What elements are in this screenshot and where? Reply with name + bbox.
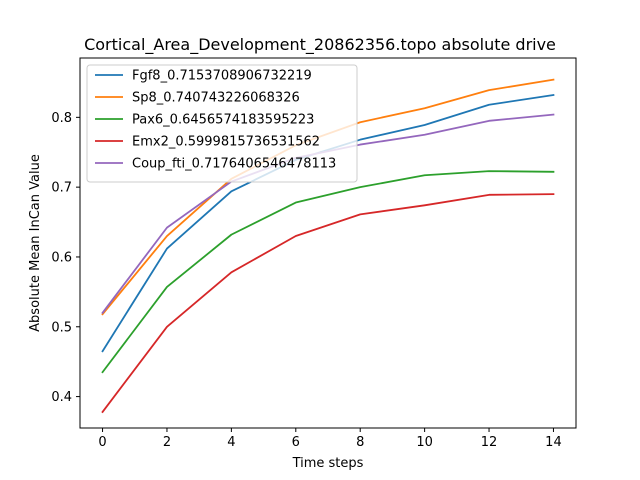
series-line-2 [101,170,555,374]
legend-label-2: Pax6_0.6456574183595223 [132,113,314,128]
x-tick-label: 8 [356,435,364,450]
x-tick-label: 14 [545,435,562,450]
y-tick-label: 0.7 [51,181,72,196]
y-tick-label: 0.4 [51,390,72,405]
legend-label-0: Fgf8_0.7153708906732219 [132,69,312,84]
x-tick-label: 10 [416,435,433,450]
legend: Fgf8_0.7153708906732219 Sp8_0.74074322606… [86,64,358,183]
ticks-layer: 0 2 4 6 8 10 12 14 0.4 0.5 0.6 0.7 0.8 [51,111,561,450]
legend-label-4: Coup_fti_0.7176406546478113 [132,157,336,172]
x-tick-label: 0 [98,435,106,450]
y-tick-label: 0.5 [51,320,72,335]
x-tick-label: 4 [227,435,235,450]
y-tick-label: 0.8 [51,111,72,126]
x-tick-label: 2 [163,435,171,450]
legend-label-1: Sp8_0.740743226068326 [132,91,300,106]
x-tick-label: 12 [481,435,498,450]
x-tick-label: 6 [292,435,300,450]
x-axis-title: Time steps [292,456,364,471]
y-tick-label: 0.6 [51,250,72,265]
y-axis-title: Absolute Mean InCan Value [28,154,43,332]
legend-label-3: Emx2_0.5999815736531562 [132,135,320,150]
plot-frame [79,57,577,429]
legend-box [86,64,358,183]
series-line-3 [101,193,555,414]
chart-title: Cortical_Area_Development_20862356.topo … [84,35,556,55]
